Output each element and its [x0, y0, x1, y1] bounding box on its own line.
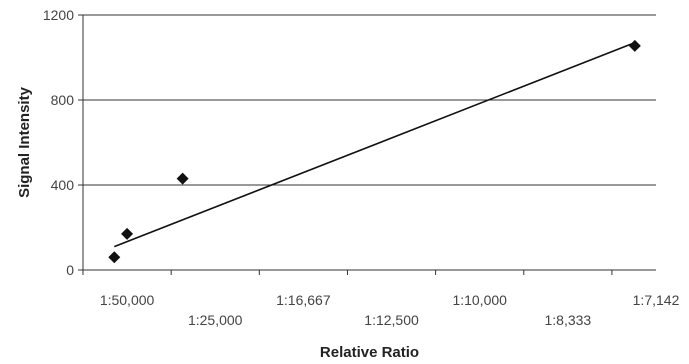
x-tick-label: 1:25,000: [188, 312, 243, 328]
x-axis-title: Relative Ratio: [320, 344, 419, 361]
x-tick-label: 1:10,000: [452, 292, 507, 308]
y-tick-label: 0: [66, 262, 74, 278]
x-tick-label: 1:7,142: [633, 292, 680, 308]
x-tick-label: 1:50,000: [100, 292, 155, 308]
data-point: [121, 227, 134, 240]
y-axis-title: Signal Intensity: [16, 86, 33, 198]
x-axis-ticks: 1:50,000 1:25,000 1:16,667 1:12,500 1:10,000…: [82, 270, 680, 328]
trendline: [114, 41, 636, 248]
gridlines: [83, 14, 656, 186]
x-tick-label: 1:16,667: [276, 292, 331, 308]
data-point: [108, 251, 121, 264]
data-point: [628, 39, 641, 52]
y-tick-label: 800: [51, 92, 75, 108]
x-tick-label: 1:12,500: [364, 312, 419, 328]
data-point: [176, 172, 189, 185]
y-axis-ticks: 0 400 800 1200: [43, 7, 83, 278]
x-tick-label: 1:8,333: [544, 312, 591, 328]
data-points: [108, 39, 641, 264]
y-tick-label: 1200: [43, 7, 74, 23]
y-tick-label: 400: [51, 177, 75, 193]
